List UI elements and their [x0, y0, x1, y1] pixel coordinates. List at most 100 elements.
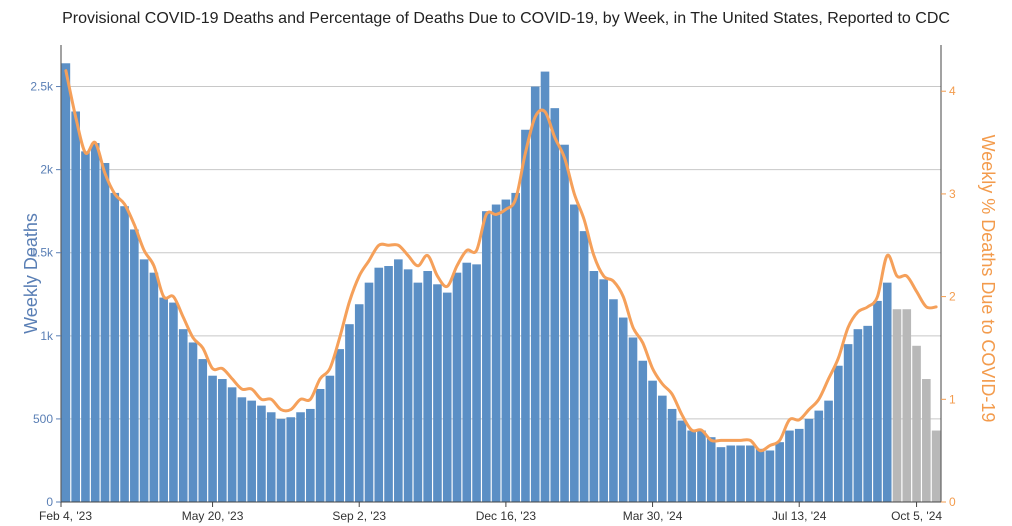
bar — [227, 387, 237, 502]
bar — [599, 279, 608, 502]
bar — [628, 337, 638, 502]
bar — [482, 211, 491, 502]
y-left-tick-label: 2k — [40, 163, 54, 177]
bar — [335, 349, 344, 502]
bar — [648, 380, 657, 502]
x-tick-label: Sep 2, '23 — [332, 509, 386, 523]
bar — [658, 395, 667, 502]
bar — [452, 272, 462, 502]
bar — [834, 365, 843, 502]
bar — [931, 430, 941, 502]
bar — [403, 269, 413, 502]
bar — [765, 450, 775, 502]
bar — [286, 417, 296, 502]
bar — [922, 379, 931, 502]
series-line-pct — [64, 69, 938, 453]
bar — [550, 108, 560, 502]
bar — [804, 418, 814, 502]
y-left-tick-label: 1.5k — [30, 246, 54, 260]
bar — [746, 445, 755, 502]
bar — [413, 282, 423, 502]
bar — [71, 111, 80, 503]
bar — [882, 282, 892, 502]
bar — [276, 418, 286, 502]
bar — [149, 272, 159, 502]
bar — [120, 206, 129, 503]
y-left-tick-label: 2.5k — [30, 80, 54, 94]
y-right-tick-label: 2 — [949, 290, 956, 304]
y-right-tick-label: 4 — [949, 84, 956, 98]
bar — [325, 375, 335, 502]
labels-layer: 0 500 1k 1.5k 2k 2.5k 0 1 2 3 4 Feb 4, '23 May 20, '… — [21, 80, 998, 523]
bar — [726, 445, 736, 502]
bar — [912, 345, 921, 502]
bar — [306, 408, 315, 502]
bar — [296, 412, 305, 502]
bar — [677, 420, 687, 502]
bar — [433, 284, 442, 502]
y-right-tick-label: 0 — [949, 495, 956, 509]
bar — [394, 259, 403, 502]
bar — [354, 304, 364, 502]
bar — [61, 63, 71, 502]
bar — [139, 259, 149, 502]
y-left-tick-label: 0 — [46, 495, 53, 509]
bar — [237, 397, 247, 502]
bar — [345, 324, 354, 502]
x-tick-label: Dec 16, '23 — [476, 509, 537, 523]
bar — [208, 375, 217, 502]
bar — [716, 447, 726, 502]
bar — [824, 400, 833, 502]
bar — [521, 129, 530, 502]
bar — [159, 297, 168, 502]
bar — [570, 204, 579, 502]
bar — [706, 437, 716, 502]
bar — [472, 264, 481, 502]
bar — [501, 199, 511, 503]
bar — [315, 388, 325, 502]
bar — [90, 143, 100, 502]
bar — [863, 325, 872, 502]
x-tick-label: May 20, '23 — [182, 509, 244, 523]
bar — [775, 442, 784, 502]
axes-layer — [56, 45, 946, 507]
bar — [892, 309, 902, 502]
bar — [687, 430, 696, 502]
y-right-axis-title: Weekly % Deaths Due to COVID-19 — [978, 135, 998, 423]
bar — [540, 71, 550, 503]
bar — [609, 299, 618, 502]
x-tick-label: Feb 4, '23 — [39, 509, 92, 523]
bar — [247, 400, 256, 502]
y-right-tick-label: 3 — [949, 187, 956, 201]
bar — [618, 317, 628, 502]
bar — [384, 266, 393, 502]
bar — [579, 231, 589, 502]
bar — [667, 408, 677, 502]
bar — [198, 359, 208, 502]
bar — [530, 86, 540, 502]
bar — [697, 430, 706, 502]
bar — [266, 412, 276, 502]
bar — [785, 430, 794, 502]
bar — [130, 229, 139, 502]
bar — [364, 282, 374, 502]
bar — [814, 410, 824, 502]
bar — [423, 271, 432, 502]
bar — [902, 309, 912, 502]
y-right-tick-label: 1 — [949, 392, 956, 406]
bar — [491, 204, 501, 502]
bars-layer — [61, 63, 941, 503]
x-tick-label: Oct 5, '24 — [891, 509, 942, 523]
x-tick-label: Jul 13, '24 — [772, 509, 827, 523]
bar — [755, 448, 765, 502]
bar — [511, 192, 520, 502]
bar — [843, 344, 853, 502]
chart-title: Provisional COVID-19 Deaths and Percenta… — [62, 10, 950, 27]
bar — [188, 342, 198, 502]
bar — [638, 360, 648, 502]
line-layer — [64, 69, 938, 453]
bar — [560, 144, 569, 502]
bar — [81, 151, 90, 502]
